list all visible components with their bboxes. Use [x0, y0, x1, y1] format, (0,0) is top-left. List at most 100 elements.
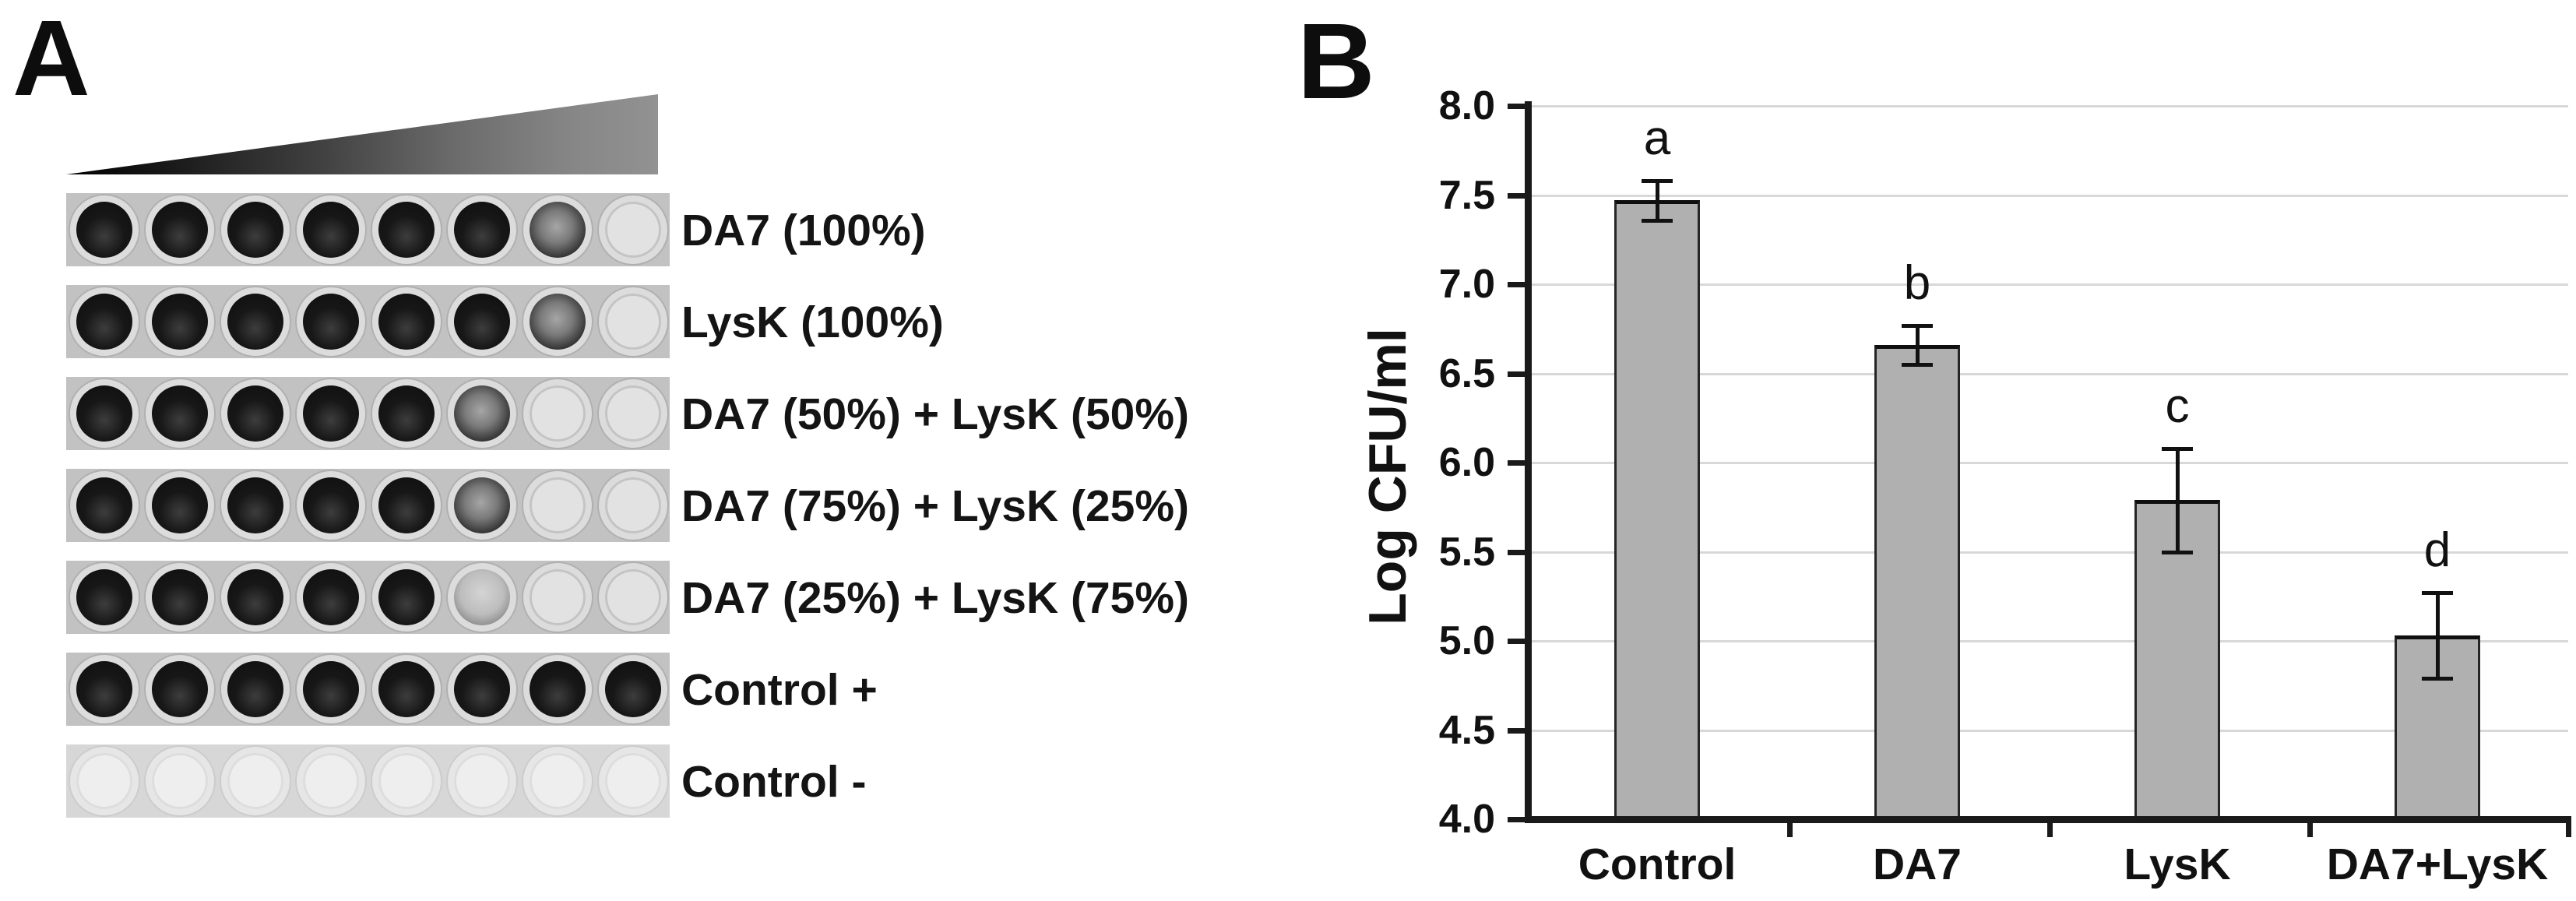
y-axis-tick — [1508, 639, 1528, 644]
well-content — [530, 294, 586, 350]
well — [372, 747, 441, 815]
error-bar-line — [1916, 325, 1920, 365]
well — [523, 471, 592, 540]
well — [297, 563, 365, 632]
well-content — [530, 477, 586, 533]
well-content — [605, 385, 661, 442]
well — [70, 471, 139, 540]
well-content — [303, 294, 359, 350]
y-tick-label: 6.0 — [1438, 440, 1495, 485]
well — [599, 471, 667, 540]
gridline — [1528, 372, 2568, 375]
well-content — [76, 753, 132, 809]
row-label: Control + — [681, 665, 878, 715]
well-content — [227, 477, 283, 533]
well — [448, 655, 516, 723]
well — [146, 655, 214, 723]
well — [372, 379, 441, 448]
y-tick-label: 5.0 — [1438, 618, 1495, 663]
gridline — [1528, 283, 2568, 286]
well-row: Control - — [0, 744, 2576, 818]
well-strip — [66, 285, 670, 358]
error-bar-cap-top — [2422, 591, 2453, 596]
row-label: DA7 (100%) — [681, 206, 926, 255]
y-tick-label: 8.0 — [1438, 83, 1495, 128]
error-bar-line — [2176, 448, 2180, 552]
well-content — [227, 202, 283, 258]
well — [70, 655, 139, 723]
well — [599, 379, 667, 448]
well — [70, 287, 139, 356]
gridline — [1528, 194, 2568, 197]
well-content — [530, 753, 586, 809]
well — [523, 655, 592, 723]
x-axis-tick — [2047, 823, 2053, 837]
well-content — [227, 661, 283, 717]
well-content — [454, 385, 510, 442]
well — [146, 563, 214, 632]
error-bar-cap-bottom — [1902, 363, 1933, 368]
well — [372, 655, 441, 723]
well-strip — [66, 469, 670, 542]
error-bar-cap-bottom — [1642, 218, 1673, 223]
well-content — [303, 477, 359, 533]
well-row: DA7 (25%) + LysK (75%) — [0, 561, 2576, 634]
well-content — [303, 569, 359, 625]
well-content — [303, 753, 359, 809]
well-row: Control + — [0, 653, 2576, 726]
well — [221, 195, 290, 264]
y-axis-tick — [1508, 460, 1528, 466]
error-bar-cap-top — [2162, 446, 2193, 451]
well-content — [378, 661, 435, 717]
well — [297, 655, 365, 723]
well-content — [605, 477, 661, 533]
well — [221, 747, 290, 815]
well-content — [530, 661, 586, 717]
well — [146, 379, 214, 448]
x-category-label: Control — [1578, 839, 1737, 889]
well — [70, 563, 139, 632]
x-category-label: DA7+LysK — [2326, 839, 2549, 889]
well — [221, 287, 290, 356]
well — [523, 287, 592, 356]
panel-b-label: B — [1297, 2, 1375, 121]
well-content — [227, 753, 283, 809]
well — [448, 471, 516, 540]
bar — [1874, 344, 1960, 822]
well-content — [152, 753, 208, 809]
well — [372, 195, 441, 264]
well-content — [152, 385, 208, 442]
well — [372, 563, 441, 632]
y-axis-line — [1525, 101, 1532, 822]
well-content — [152, 477, 208, 533]
significance-letter: b — [1903, 255, 1931, 310]
gridline — [1528, 551, 2568, 554]
well-row: LysK (100%) — [0, 285, 2576, 358]
y-tick-label: 4.0 — [1438, 797, 1495, 842]
x-category-label: LysK — [2124, 839, 2231, 889]
well-content — [378, 753, 435, 809]
well-content — [76, 569, 132, 625]
significance-letter: d — [2423, 523, 2451, 578]
bar — [1614, 200, 1700, 822]
well — [297, 379, 365, 448]
well-content — [454, 294, 510, 350]
well — [297, 195, 365, 264]
panel-a-label: A — [12, 0, 90, 118]
gridline — [1528, 105, 2568, 107]
well-strip — [66, 653, 670, 726]
y-axis-tick — [1508, 104, 1528, 109]
x-axis-tick — [2566, 823, 2571, 837]
well-row: DA7 (100%) — [0, 193, 2576, 266]
well-content — [530, 385, 586, 442]
well-content — [605, 661, 661, 717]
well — [448, 747, 516, 815]
well-content — [152, 294, 208, 350]
well-content — [152, 202, 208, 258]
well-content — [152, 661, 208, 717]
y-tick-label: 6.5 — [1438, 350, 1495, 396]
gridline — [1528, 729, 2568, 732]
well — [372, 471, 441, 540]
well — [448, 563, 516, 632]
well-content — [605, 202, 661, 258]
